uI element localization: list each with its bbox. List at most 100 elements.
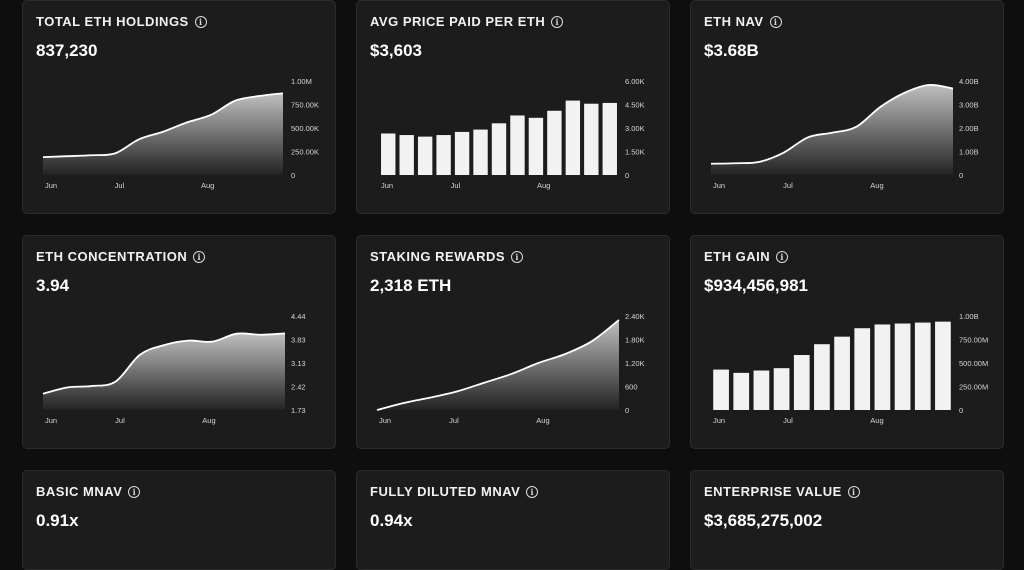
x-tick-label: Jun xyxy=(45,416,57,425)
y-tick-label: 2.40K xyxy=(625,312,645,321)
bar xyxy=(814,344,830,410)
bar xyxy=(915,323,931,410)
x-tick-label: Aug xyxy=(537,181,550,190)
bar xyxy=(875,324,891,410)
card-title: FULLY DILUTED MNAV i xyxy=(370,484,538,499)
chart-avg-price-paid: 6.00K 4.50K 3.00K 1.50K 0 Jun Jul Aug xyxy=(357,1,671,215)
x-tick-label: Aug xyxy=(536,416,549,425)
y-tick-label: 3.13 xyxy=(291,359,306,368)
bar xyxy=(895,324,911,410)
chart-total-eth-holdings: 1.00M 750.00K 500.00K 250.00K 0 Jun Jul Aug xyxy=(23,1,337,215)
x-tick-label: Jul xyxy=(115,416,125,425)
y-tick-label: 500.00M xyxy=(959,359,988,368)
bar xyxy=(510,115,524,175)
y-tick-label: 250.00K xyxy=(291,148,319,157)
bar xyxy=(935,322,951,410)
card-value: 0.94x xyxy=(370,511,413,531)
y-tick-label: 3.83 xyxy=(291,336,306,345)
chart-eth-concentration: 4.44 3.83 3.13 2.42 1.73 Jun Jul Aug xyxy=(23,236,337,450)
y-tick-label: 750.00M xyxy=(959,336,988,345)
x-tick-label: Aug xyxy=(202,416,215,425)
card-title-text: ENTERPRISE VALUE xyxy=(704,484,842,499)
bar xyxy=(603,103,617,175)
y-tick-label: 4.44 xyxy=(291,312,306,321)
bar xyxy=(584,104,598,175)
area-fill xyxy=(711,85,953,175)
bar xyxy=(566,101,580,175)
x-tick-label: Jun xyxy=(381,181,393,190)
x-tick-label: Aug xyxy=(870,181,883,190)
y-tick-label: 0 xyxy=(625,406,629,415)
info-icon[interactable]: i xyxy=(848,486,860,498)
x-tick-label: Aug xyxy=(201,181,214,190)
y-tick-label: 1.73 xyxy=(291,406,306,415)
y-tick-label: 0 xyxy=(959,171,963,180)
card-fully-diluted-mnav: FULLY DILUTED MNAV i 0.94x xyxy=(356,470,670,570)
bar xyxy=(455,132,469,175)
bar xyxy=(794,355,810,410)
bar xyxy=(754,371,770,410)
x-tick-label: Jul xyxy=(115,181,125,190)
y-tick-label: 6.00K xyxy=(625,77,645,86)
y-tick-label: 3.00B xyxy=(959,101,979,110)
bar xyxy=(436,135,450,175)
y-tick-label: 3.00K xyxy=(625,124,645,133)
x-tick-label: Jul xyxy=(451,181,461,190)
y-tick-label: 4.50K xyxy=(625,101,645,110)
y-tick-label: 0 xyxy=(959,406,963,415)
bar xyxy=(381,133,395,175)
bar xyxy=(834,337,850,410)
x-tick-label: Aug xyxy=(870,416,883,425)
y-tick-label: 4.00B xyxy=(959,77,979,86)
card-title-text: FULLY DILUTED MNAV xyxy=(370,484,520,499)
bar xyxy=(529,118,543,175)
x-tick-label: Jun xyxy=(713,181,725,190)
card-value: 0.91x xyxy=(36,511,79,531)
card-basic-mnav: BASIC MNAV i 0.91x xyxy=(22,470,336,570)
y-tick-label: 1.00M xyxy=(291,77,312,86)
y-tick-label: 500.00K xyxy=(291,124,319,133)
area-fill xyxy=(43,93,283,175)
x-tick-label: Jul xyxy=(783,416,793,425)
bar xyxy=(733,373,749,410)
bar xyxy=(418,137,432,175)
y-tick-label: 2.00B xyxy=(959,124,979,133)
info-icon[interactable]: i xyxy=(526,486,538,498)
bar xyxy=(399,135,413,175)
info-icon[interactable]: i xyxy=(128,486,140,498)
y-tick-label: 1.80K xyxy=(625,336,645,345)
x-tick-label: Jun xyxy=(379,416,391,425)
x-tick-label: Jun xyxy=(45,181,57,190)
y-tick-label: 600 xyxy=(625,383,638,392)
y-tick-label: 0 xyxy=(625,171,629,180)
chart-eth-gain: 1.00B 750.00M 500.00M 250.00M 0 Jun Jul Aug xyxy=(691,236,1005,450)
bar xyxy=(774,368,790,410)
y-tick-label: 1.20K xyxy=(625,359,645,368)
x-tick-label: Jul xyxy=(449,416,459,425)
x-tick-label: Jun xyxy=(713,416,725,425)
chart-staking-rewards: 2.40K 1.80K 1.20K 600 0 Jun Jul Aug xyxy=(357,236,671,450)
card-enterprise-value: ENTERPRISE VALUE i $3,685,275,002 xyxy=(690,470,1004,570)
card-title: ENTERPRISE VALUE i xyxy=(704,484,860,499)
y-tick-label: 0 xyxy=(291,171,295,180)
card-title-text: BASIC MNAV xyxy=(36,484,122,499)
y-tick-label: 1.00B xyxy=(959,148,979,157)
bar xyxy=(547,111,561,175)
y-tick-label: 750.00K xyxy=(291,101,319,110)
y-tick-label: 1.50K xyxy=(625,148,645,157)
bar xyxy=(713,370,729,410)
card-value: $3,685,275,002 xyxy=(704,511,822,531)
y-tick-label: 1.00B xyxy=(959,312,979,321)
card-title: BASIC MNAV i xyxy=(36,484,140,499)
y-tick-label: 250.00M xyxy=(959,383,988,392)
bar xyxy=(473,130,487,175)
bar xyxy=(854,328,870,410)
y-tick-label: 2.42 xyxy=(291,383,306,392)
